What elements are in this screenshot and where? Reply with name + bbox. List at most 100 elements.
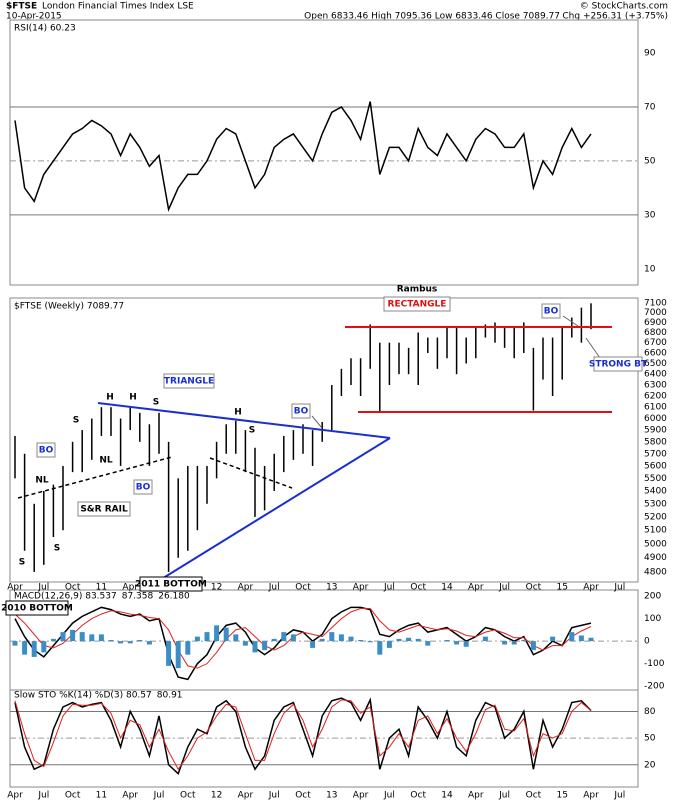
y-tick-label: 100	[644, 614, 661, 624]
y-tick-label: 6000	[644, 414, 667, 424]
histogram-bar	[588, 637, 594, 642]
annotation: TRIANGLE	[164, 377, 214, 387]
y-tick-label: 5600	[644, 461, 667, 471]
legend-entry: 80.91	[157, 691, 183, 701]
box	[36, 442, 56, 458]
y-tick-label: 7100	[644, 298, 667, 308]
trendlines	[17, 315, 612, 581]
histogram-bar	[530, 641, 536, 651]
histogram-bar	[12, 641, 18, 646]
panel-title: $FTSE (Weekly) 7089.77	[14, 302, 124, 312]
histogram-bar	[79, 632, 85, 642]
x-tick-label: Jul	[498, 583, 510, 593]
x-tick-label: Oct	[410, 583, 426, 593]
box	[77, 501, 131, 517]
y-tick-label: 6400	[644, 370, 667, 380]
annotation: S	[249, 426, 255, 436]
legend-entry: MACD(12,26,9) 83.537	[14, 592, 117, 602]
histogram-bar	[31, 641, 37, 657]
y-tick-label: 5300	[644, 499, 667, 509]
y-tick-label: 6300	[644, 380, 667, 390]
y-tick-label: 6800	[644, 328, 667, 338]
histogram-bar	[233, 634, 239, 642]
box	[163, 373, 215, 389]
y-tick-label: 200	[644, 592, 661, 602]
y-tick-label: 6900	[644, 318, 667, 328]
annotation: 2011 BOTTOM	[135, 580, 207, 590]
histogram-bar	[578, 635, 584, 642]
annotation: NL	[35, 476, 49, 486]
histogram-bar	[415, 638, 421, 642]
x-tick-label: Apr	[238, 791, 254, 800]
histogram-bar	[444, 640, 450, 642]
x-tick-label: Apr	[468, 583, 484, 593]
annotation: S	[153, 398, 159, 408]
annotation: S	[19, 558, 25, 568]
legend-entry: Slow STO %K(14) %D(3) 80.57	[14, 691, 152, 701]
x-tick-label: Jul	[383, 583, 395, 593]
annotation: S	[54, 544, 60, 554]
histogram-bar	[482, 636, 488, 642]
x-tick-label: Jul	[37, 583, 49, 593]
x-tick-label: Jul	[613, 583, 625, 593]
y-tick-label: 50	[644, 156, 656, 166]
neckline	[209, 457, 293, 489]
legend-entry: 87.358	[122, 592, 154, 602]
y-tick-label: 7000	[644, 308, 667, 318]
x-tick-label: 13	[326, 791, 337, 800]
box	[383, 296, 451, 312]
annotation: S	[73, 416, 79, 426]
histogram-bar	[377, 641, 383, 655]
y-tick-label: -100	[644, 659, 665, 669]
histogram-bar	[396, 638, 402, 642]
x-tick-label: Apr	[583, 791, 599, 800]
annotations: Rambus RECTANGLE TRIANGLE BO BO BO BO H …	[1, 285, 648, 614]
histogram-bar	[166, 641, 172, 666]
x-tick-label: Jul	[153, 791, 165, 800]
annotation: Rambus	[397, 285, 438, 295]
box	[291, 403, 311, 419]
histogram-bar	[463, 641, 469, 647]
histogram-bar	[425, 641, 431, 646]
histogram-bar	[60, 632, 66, 642]
x-tick-label: Oct	[295, 791, 311, 800]
legend-entry: 26.180	[158, 592, 190, 602]
series-line	[14, 607, 592, 669]
y-tick-label: -200	[644, 682, 665, 692]
annotation: BO	[544, 307, 559, 317]
y-tick-label: 90	[644, 48, 656, 58]
x-tick-label: Oct	[180, 791, 196, 800]
change: Chg +256.31 (+3.75%)	[562, 12, 668, 22]
x-tick-label: 14	[441, 583, 453, 593]
histogram-bar	[252, 641, 258, 653]
histogram-bar	[550, 636, 556, 642]
x-tick-label: Oct	[65, 791, 81, 800]
histogram-bar	[511, 641, 517, 645]
plots: 10 30 50 70 90 RSI(14) 60.23 4800 4900 5000 5100 5…	[7, 24, 667, 800]
x-tick-label: Apr	[7, 791, 23, 800]
y-tick-label: 70	[644, 102, 656, 112]
box	[5, 600, 69, 616]
annotation: BO	[39, 446, 54, 456]
histogram-bar	[127, 641, 133, 644]
annotation: BO	[136, 483, 151, 493]
box	[541, 303, 561, 319]
x-tick-label: Apr	[583, 583, 599, 593]
histogram-bar	[569, 632, 575, 642]
y-tick-label: 50	[644, 734, 656, 744]
x-tick-label: Jul	[37, 791, 49, 800]
y-tick-label: 80	[644, 707, 656, 717]
y-tick-label: 4800	[644, 567, 667, 577]
x-tick-label: 13	[326, 583, 337, 593]
x-tick-label: 15	[556, 583, 567, 593]
y-tick-label: 30	[644, 210, 656, 220]
histogram-bar	[367, 641, 373, 643]
annotation: H	[106, 393, 114, 403]
x-tick-label: Jul	[613, 791, 625, 800]
histogram-bar	[281, 632, 287, 642]
histogram-bar	[146, 641, 152, 645]
date: 10-Apr-2015	[6, 12, 62, 22]
y-tick-label: 5900	[644, 426, 667, 436]
histogram-bar	[262, 641, 268, 651]
legend-entry: RSI(14) 60.23	[14, 24, 76, 34]
